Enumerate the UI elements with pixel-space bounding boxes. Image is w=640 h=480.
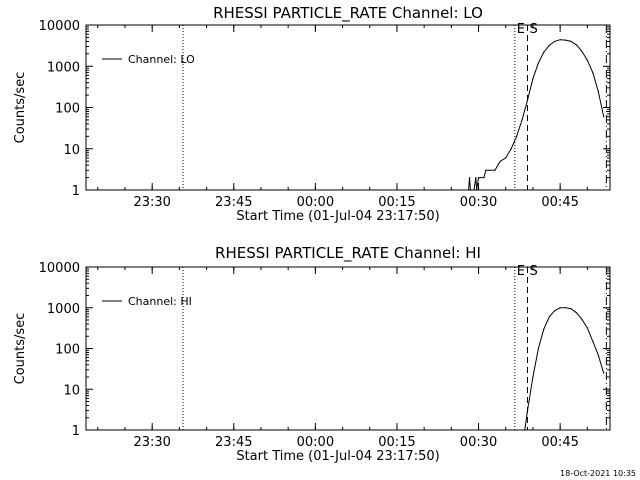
- data-point: [597, 90, 599, 92]
- data-point: [554, 310, 556, 312]
- data-point: [505, 157, 507, 159]
- data-point: [570, 308, 572, 310]
- x-tick-label: 23:30: [133, 195, 170, 210]
- data-point: [581, 318, 583, 320]
- data-point: [510, 148, 512, 150]
- data-point: [543, 328, 545, 330]
- y-tick-label: 1: [72, 184, 80, 199]
- data-point: [565, 307, 567, 309]
- y-tick-label: 100: [55, 102, 80, 117]
- y-tick-label: 10000: [39, 19, 80, 34]
- panel-hi: RHESSI PARTICLE_RATE Channel: HI 1 10 100 10…: [13, 244, 611, 464]
- data-point: [488, 169, 490, 171]
- x-tick-label: 00:45: [541, 195, 578, 210]
- data-point: [559, 39, 561, 41]
- data-point: [575, 44, 578, 46]
- y-tick-label: 1000: [47, 60, 80, 75]
- data-point: [575, 312, 578, 314]
- data-point: [477, 177, 480, 179]
- x-tick-label: 00:15: [378, 435, 415, 450]
- y-tick-label: 100: [55, 343, 80, 358]
- data-point: [548, 44, 550, 47]
- data-point: [499, 160, 501, 162]
- legend-label: Channel: HI: [128, 295, 192, 308]
- data-point: [565, 39, 567, 41]
- y-tick-label: 1: [72, 424, 80, 439]
- data-point: [603, 116, 605, 118]
- data-point: [548, 316, 550, 318]
- legend-label: Channel: LO: [128, 53, 195, 66]
- chart-title: RHESSI PARTICLE_RATE Channel: HI: [215, 244, 481, 263]
- data-point: [537, 62, 540, 64]
- data-point: [597, 354, 599, 356]
- data-point: [559, 307, 561, 309]
- x-tick-label: 00:30: [460, 195, 497, 210]
- data-point: [592, 72, 594, 74]
- x-tick-label: 23:45: [215, 195, 252, 210]
- data-point: [473, 189, 475, 191]
- data-point: [532, 376, 534, 378]
- data-point: [586, 59, 588, 61]
- data-point: [471, 189, 473, 191]
- y-axis-label: Counts/sec: [13, 313, 28, 385]
- data-point: [468, 177, 471, 179]
- footer-timestamp: 18-Oct-2021 10:35: [560, 469, 636, 478]
- data-point: [526, 99, 529, 101]
- plot-frame: [85, 24, 611, 191]
- data-point: [516, 135, 518, 137]
- series-line: [468, 39, 605, 191]
- data-point: [483, 177, 485, 179]
- y-tick-label: 1000: [47, 302, 80, 317]
- time-marker-label: S: [530, 264, 538, 279]
- data-point: [592, 340, 594, 342]
- data-point: [476, 189, 478, 191]
- data-point: [485, 169, 487, 171]
- data-point: [524, 429, 526, 431]
- chart-title: RHESSI PARTICLE_RATE Channel: LO: [213, 4, 483, 23]
- data-point: [526, 410, 529, 412]
- x-axis-label: Start Time (01-Jul-04 23:17:50): [236, 449, 439, 464]
- panel-lo: RHESSI PARTICLE_RATE Channel: LO 1 10 100 10…: [13, 4, 611, 224]
- plot-frame: [85, 266, 611, 431]
- x-tick-label: 23:45: [215, 435, 252, 450]
- x-axis-label: Start Time (01-Jul-04 23:17:50): [236, 209, 439, 224]
- data-point: [470, 189, 472, 191]
- x-tick-label: 00:30: [460, 435, 497, 450]
- y-tick-label: 10: [63, 383, 80, 398]
- y-axis-label: Counts/sec: [13, 72, 28, 144]
- data-point: [554, 40, 556, 43]
- y-tick-label: 10000: [39, 261, 80, 276]
- data-point: [532, 78, 534, 80]
- time-marker-label: S: [530, 22, 538, 37]
- data-point: [521, 119, 523, 121]
- data-point: [475, 177, 477, 179]
- data-point: [570, 40, 572, 43]
- x-tick-label: 00:00: [297, 195, 334, 210]
- y-tick-label: 10: [63, 143, 80, 158]
- data-point: [494, 169, 496, 171]
- x-tick-label: 00:00: [297, 435, 334, 450]
- x-tick-label: 00:15: [378, 195, 415, 210]
- data-point: [543, 51, 545, 53]
- data-point: [469, 189, 471, 191]
- data-point: [468, 189, 470, 191]
- time-marker-label: E: [517, 22, 525, 37]
- data-point: [537, 347, 540, 350]
- data-point: [586, 327, 588, 329]
- series-line: [524, 307, 605, 431]
- x-tick-label: 23:30: [133, 435, 170, 450]
- x-tick-label: 00:45: [541, 435, 578, 450]
- time-marker-label: E: [517, 264, 525, 279]
- data-point: [603, 372, 605, 374]
- data-point: [581, 50, 583, 52]
